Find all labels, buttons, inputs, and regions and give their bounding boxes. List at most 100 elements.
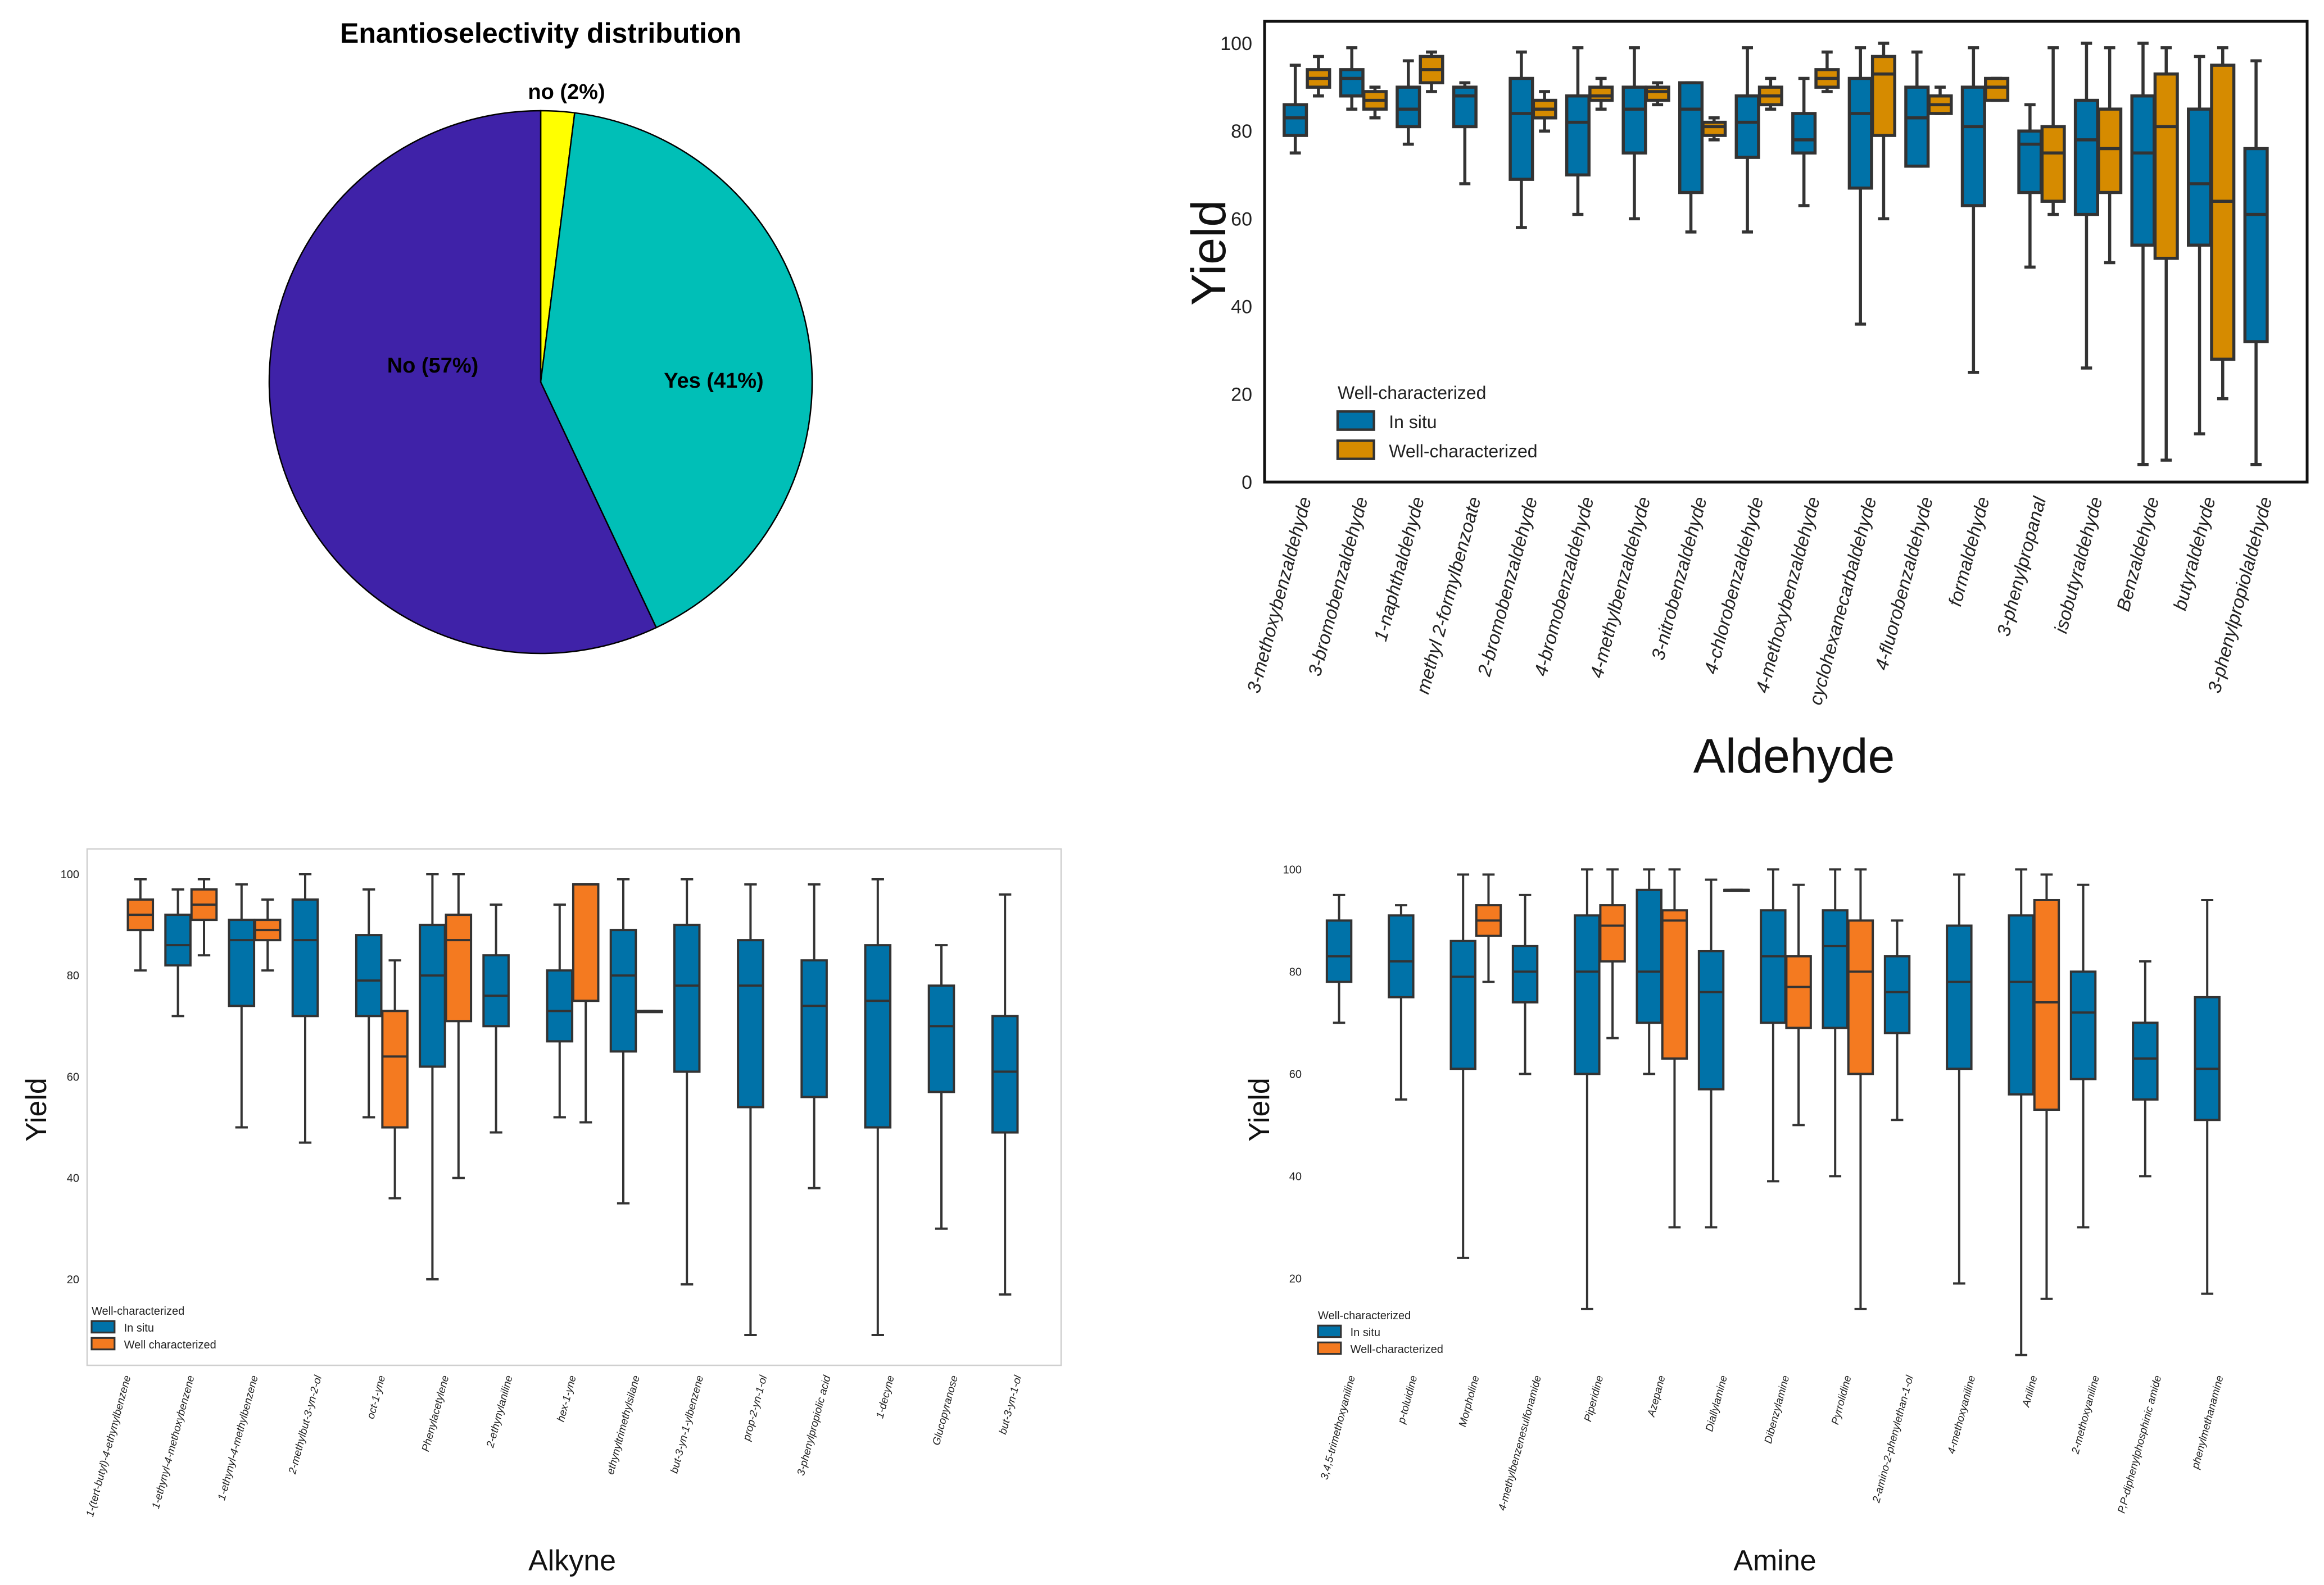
- y-tick-label: 100: [1220, 33, 1252, 55]
- legend-entry: Well characterized: [124, 1339, 216, 1351]
- x-tick-label: methyl 2-formylbenzoate: [1412, 494, 1484, 696]
- pie-label: No (57%): [387, 354, 479, 378]
- box-iqr: [2210, 63, 2236, 361]
- box-well-5: [1661, 868, 1688, 1229]
- y-tick-label: 20: [67, 1274, 79, 1286]
- box-insitu-7: [1760, 868, 1787, 1183]
- box-iqr: [2243, 147, 2269, 343]
- x-tick-label: phenylmethanamine: [2190, 1374, 2226, 1471]
- y-tick-label: 60: [1289, 1068, 1302, 1080]
- x-tick-label: 3-phenylpropiolic acid: [795, 1373, 833, 1477]
- legend-swatch: [1317, 1324, 1342, 1338]
- box-iqr: [1588, 85, 1614, 102]
- x-tick-label: Benzaldehyde: [2112, 494, 2163, 614]
- x-tick-label: 3-phenylpropanal: [1993, 494, 2050, 639]
- box-well-0: [1306, 55, 1331, 98]
- legend-swatch: [90, 1320, 116, 1334]
- legend-title: Well-characterized: [1318, 1310, 1411, 1322]
- legend-swatch: [1336, 439, 1375, 460]
- box-insitu-3: [291, 873, 319, 1144]
- box-well-6: [1645, 81, 1670, 107]
- x-tick-label: Diallylamine: [1704, 1374, 1730, 1433]
- box-iqr: [1984, 76, 2010, 102]
- x-tick-label: Azepane: [1646, 1374, 1668, 1419]
- box-iqr: [800, 959, 828, 1098]
- x-tick-label: 4-methylbenzenesulfonamide: [1496, 1374, 1544, 1512]
- box-iqr: [1645, 85, 1670, 102]
- box-iqr: [2187, 107, 2213, 247]
- x-tick-label: P,P-diphenylphosphinic amide: [2116, 1374, 2164, 1515]
- box-well-11: [1927, 85, 1953, 115]
- legend-entry: In situ: [1351, 1327, 1380, 1339]
- x-tick-label: 2-amino-2-phenylethan-1-ol: [1870, 1374, 1916, 1505]
- box-insitu-4: [355, 888, 383, 1119]
- amine-boxplot-panel: Yield Amine 20 40 60 80 100 3,4,5-trimethoxya…: [1243, 864, 2226, 1577]
- x-tick-label: 3-methoxybenzaldehyde: [1243, 494, 1315, 695]
- legend-swatch: [1317, 1341, 1342, 1355]
- pie-chart-panel: Enantioselectivity distribution no (2%) Y…: [268, 17, 813, 655]
- x-tick-label: 1-ethynyl-4-methoxybenzene: [150, 1374, 197, 1510]
- box-well-13: [2040, 46, 2066, 216]
- box-iqr: [1883, 955, 1911, 1034]
- box-insitu-7: [546, 903, 574, 1119]
- box-insitu-10: [737, 883, 764, 1336]
- box-iqr: [1636, 888, 1662, 1024]
- box-iqr: [2153, 72, 2179, 260]
- x-tick-label: 1-naphthaldehyde: [1370, 494, 1428, 643]
- box-insitu-10: [1946, 873, 1973, 1285]
- box-iqr: [673, 924, 701, 1073]
- x-tick-label: p-toluidine: [1396, 1374, 1420, 1425]
- box-iqr: [228, 919, 256, 1007]
- box-insitu-13: [2017, 103, 2043, 269]
- legend-entry: Well-characterized: [1351, 1343, 1443, 1356]
- box-well-2: [1475, 873, 1502, 983]
- pie-slices: no (2%) Yes (41%) No (57%): [268, 80, 813, 655]
- box-well-4: [1599, 868, 1626, 1039]
- pie-slice-yes: [540, 112, 813, 629]
- x-tick-label: 4-chlorobenzaldehyde: [1700, 494, 1768, 676]
- box-well-8: [636, 1010, 663, 1014]
- box-iqr: [1574, 914, 1601, 1075]
- box-insitu-7: [1678, 81, 1704, 234]
- legend-title: Well-characterized: [92, 1305, 184, 1318]
- x-tick-label: 2-ethynylaniline: [484, 1374, 515, 1450]
- legend-entry: In situ: [124, 1322, 154, 1334]
- x-tick-label: formaldehyde: [1944, 494, 1993, 608]
- box-iqr: [1847, 76, 1873, 190]
- box-iqr: [355, 934, 383, 1018]
- box-iqr: [2194, 996, 2221, 1121]
- box-iqr: [1621, 85, 1647, 155]
- amine-x-axis-label: Amine: [1733, 1545, 1816, 1577]
- x-tick-label: Glucopyranose: [931, 1374, 961, 1447]
- alkyne-x-axis-label: Alkyne: [528, 1545, 616, 1577]
- aldehyde-y-axis-label: Yield: [1182, 200, 1236, 306]
- box-iqr: [1678, 81, 1704, 194]
- box-well-4: [381, 959, 409, 1200]
- box-iqr: [1565, 94, 1591, 177]
- aldehyde-x-axis-label: Aldehyde: [1693, 729, 1895, 783]
- box-insitu-13: [927, 944, 955, 1230]
- box-iqr: [2097, 107, 2123, 194]
- box-iqr: [164, 914, 192, 967]
- box-insitu-3: [1452, 81, 1478, 185]
- box-iqr: [1511, 944, 1539, 1003]
- legend-entry: Well-characterized: [1389, 441, 1537, 461]
- legend-entry: In situ: [1389, 412, 1437, 432]
- box-insitu-8: [1822, 868, 1849, 1178]
- y-tick-label: 60: [1231, 208, 1252, 230]
- amine-y-axis-label: Yield: [1243, 1078, 1276, 1142]
- box-iqr: [2017, 129, 2043, 194]
- x-tick-label: 4-methoxybenzaldehyde: [1751, 494, 1824, 695]
- box-insitu-9: [673, 878, 701, 1286]
- pie-label: Yes (41%): [664, 369, 763, 393]
- box-well-4: [1532, 90, 1557, 133]
- box-insitu-2: [1449, 873, 1476, 1259]
- x-tick-label: 3,4,5-trimethoxyaniline: [1319, 1374, 1358, 1481]
- box-iqr: [864, 944, 892, 1129]
- alkyne-boxplot-panel: Yield Alkyne 20 40 60 80 100 1-(tert-butyl)-4…: [20, 848, 1062, 1577]
- box-well-12: [1984, 76, 2010, 102]
- y-tick-label: 100: [1283, 864, 1302, 876]
- box-iqr: [1760, 909, 1787, 1024]
- box-insitu-8: [609, 878, 637, 1205]
